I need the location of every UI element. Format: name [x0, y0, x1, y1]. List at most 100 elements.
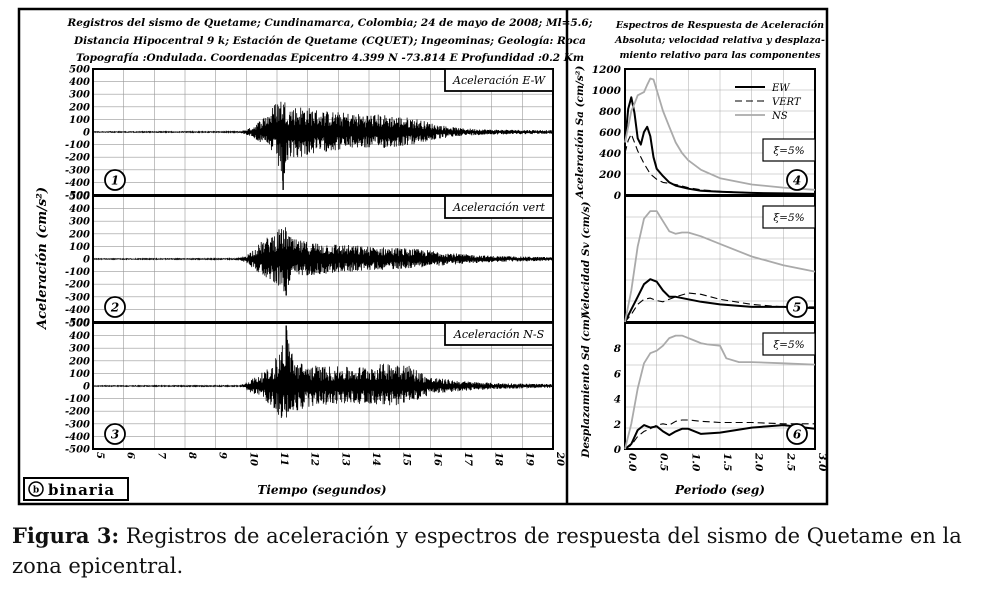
svg-text:b: b [33, 486, 39, 496]
x-tick-label: 19 [523, 452, 534, 466]
x-tick-label: 2.0 [753, 452, 765, 472]
x-tick-label: 13 [339, 452, 350, 466]
x-tick-label: 11 [278, 452, 289, 466]
y-tick-label: -200 [65, 153, 90, 164]
y-tick-label: -100 [65, 140, 90, 151]
damping-annotation: ξ=5% [762, 205, 816, 229]
y-tick-label: 0 [614, 444, 622, 456]
x-tick-label: 20 [554, 451, 565, 466]
y-tick-label: 300 [69, 90, 90, 101]
y-tick-label: -100 [65, 267, 90, 278]
y-tick-label: -300 [65, 419, 90, 430]
caption-text: Registros de aceleración y espectros de … [12, 524, 962, 578]
y-tick-label: 100 [69, 115, 90, 126]
panel-number: 1 [111, 174, 119, 188]
panel-number-circle [786, 423, 808, 445]
x-tick-label: 10 [247, 452, 258, 466]
damping-text: ξ=5% [773, 145, 804, 157]
x-tick-label: 7 [155, 452, 166, 459]
legend-label-ew: EW [771, 83, 790, 94]
damping-box [762, 205, 816, 229]
x-tick-label: 0.0 [626, 453, 638, 472]
y-tick-label: -500 [65, 191, 90, 202]
series-label: Aceleración vert [452, 201, 545, 214]
time-history-panels: 5004003002001000-100-200-300-400-500Acel… [65, 65, 565, 466]
y-tick-label: 4 [614, 394, 621, 406]
y-tick-label: 0 [83, 255, 90, 266]
x-tick-label: 18 [493, 452, 504, 466]
right-x-axis-label: Periodo (seg) [674, 483, 765, 497]
right-title-line-1: Espectros de Respuesta de Aceleración [615, 20, 824, 31]
y-tick-label: 500 [69, 319, 90, 330]
y-tick-label: 6 [614, 368, 622, 380]
damping-text: ξ=5% [773, 212, 804, 224]
y-tick-label: -200 [65, 280, 90, 291]
panel-frame [624, 322, 816, 450]
y-tick-label: 200 [598, 169, 622, 181]
x-tick-label: 16 [431, 452, 442, 466]
y-tick-label: -400 [65, 305, 90, 316]
y-tick-label: -300 [65, 292, 90, 303]
series-line-ns [624, 77, 816, 191]
right-title-line-2: Absoluta; velocidad relativa y desplaza- [614, 35, 825, 46]
y-tick-label: -200 [65, 407, 90, 418]
y-tick-label: 8 [614, 343, 622, 355]
series-line-ew [624, 278, 816, 323]
y-tick-label: 2 [613, 419, 621, 431]
spectrum-panel-5: ξ=5% 5 Velocidad Sv (cm/s) [580, 195, 816, 323]
spectrum-panel-6: 0 2 4 6 8 ξ=5% 6 Desplazamiento Sd (cm) [580, 314, 816, 459]
y-tick-label: -400 [65, 432, 90, 443]
y-tick-label: 300 [69, 344, 90, 355]
series-label: Aceleración N-S [453, 328, 545, 341]
damping-box [762, 138, 816, 162]
left-y-axis-label: Aceleración (cm/s²) [35, 187, 50, 331]
binaria-logo-text: binaria [48, 481, 115, 499]
y-tick-label: 100 [69, 242, 90, 253]
figure-caption: Figura 3: Registros de aceleración y esp… [12, 521, 988, 581]
damping-text: ξ=5% [773, 339, 804, 351]
panel-number: 4 [793, 174, 801, 188]
right-title-line-3: miento relativo para las componentes [619, 50, 821, 61]
panel-number-circle [786, 169, 808, 191]
series-line-ns [624, 334, 816, 450]
y-tick-label: 600 [599, 127, 622, 139]
y-tick-label: -100 [65, 394, 90, 405]
series-label-box [444, 68, 554, 92]
x-tick-label: 1.0 [689, 453, 701, 472]
x-tick-label: 15 [401, 452, 412, 466]
legend-label-vert: VERT [772, 97, 802, 108]
legend: EW VERT NS [735, 83, 802, 122]
y-tick-label: 400 [69, 77, 90, 88]
panel-number: 3 [111, 428, 119, 442]
binaria-logo: b binaria [23, 477, 129, 501]
series-label-box [444, 195, 554, 219]
y-tick-label: 400 [69, 204, 90, 215]
spectra-panels: 0 200 400 600 800 1000 1200 ξ=5% 4 Aceleración Sa… [574, 64, 828, 472]
series-label-box [444, 322, 554, 346]
y-tick-label: -400 [65, 178, 90, 189]
y-tick-label: 300 [69, 217, 90, 228]
caption-label: Figura 3: [12, 523, 120, 548]
panel-number-circle [104, 169, 126, 191]
y-tick-label: 0 [83, 382, 90, 393]
series-label: Aceleración E-W [452, 74, 547, 87]
y-tick-label: 100 [69, 369, 90, 380]
panel-number: 5 [793, 301, 801, 315]
series-line-vert [624, 292, 815, 323]
panel-number-circle [104, 296, 126, 318]
y-tick-label: 1000 [592, 85, 622, 97]
left-title-line-2: Distancia Hipocentral 9 k; Estación de Q… [73, 35, 586, 47]
series-line-ns [624, 210, 816, 323]
x-tick-label: 12 [309, 452, 320, 466]
x-tick-label: 6 [125, 452, 136, 459]
y-tick-label: 500 [69, 65, 90, 76]
y-tick-label: 1200 [592, 64, 622, 76]
y-axis-label: Aceleración Sa (cm/s²) [574, 66, 586, 200]
damping-annotation: ξ=5% [762, 138, 816, 162]
y-tick-label: -300 [65, 165, 90, 176]
y-tick-label: -500 [65, 318, 90, 329]
series-line-vert [624, 133, 816, 195]
damping-box [762, 332, 816, 356]
